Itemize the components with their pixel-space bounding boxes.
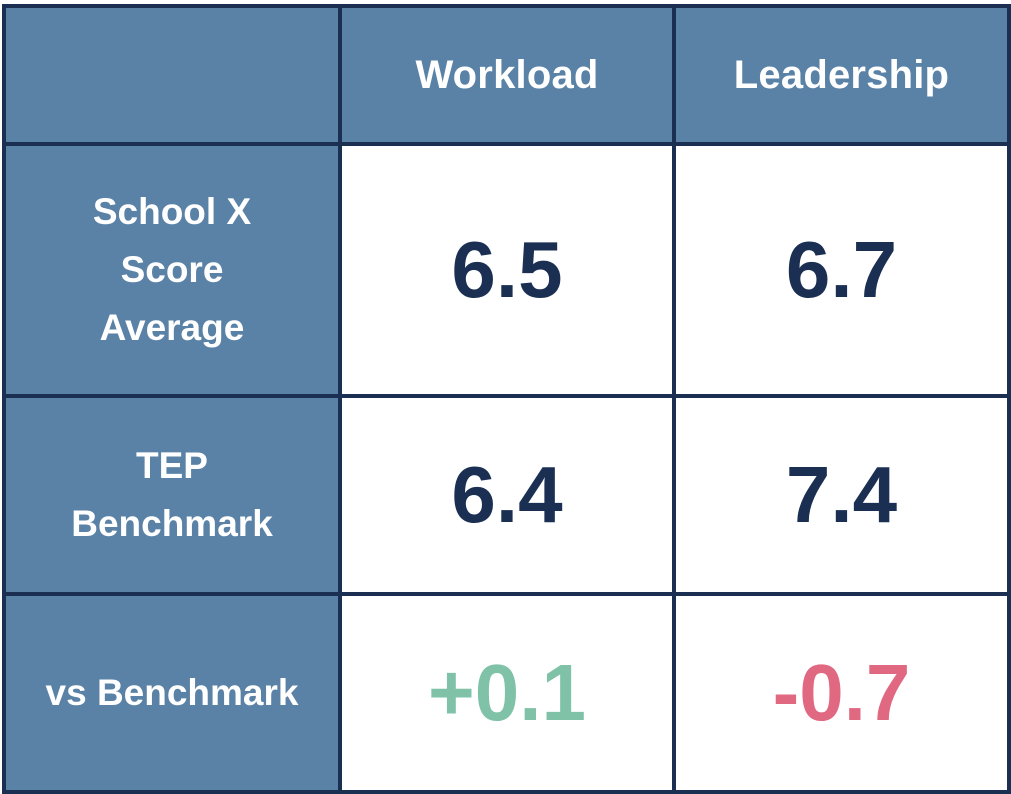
value-school-workload: 6.5 xyxy=(338,142,676,398)
row-header-line: TEP xyxy=(136,445,208,486)
row-header-line: Benchmark xyxy=(71,503,273,544)
row-header-line: vs Benchmark xyxy=(45,672,299,713)
value-school-leadership: 6.7 xyxy=(672,142,1011,398)
table-row-school-score: School X Score Average 6.5 6.7 xyxy=(2,142,1011,398)
row-header-line: School X xyxy=(92,191,252,232)
value-benchmark-workload: 6.4 xyxy=(338,394,676,596)
row-header-tep-benchmark: TEP Benchmark xyxy=(2,394,342,596)
corner-cell xyxy=(2,4,342,146)
column-header-leadership: Leadership xyxy=(672,4,1011,146)
row-header-vs-benchmark: vs Benchmark xyxy=(2,592,342,794)
header-row: Workload Leadership xyxy=(2,4,1011,146)
column-header-workload: Workload xyxy=(338,4,676,146)
difference-leadership: -0.7 xyxy=(672,592,1011,794)
table-row-tep-benchmark: TEP Benchmark 6.4 7.4 xyxy=(2,394,1011,596)
row-header-line: Average xyxy=(99,307,245,348)
table-row-vs-benchmark: vs Benchmark +0.1 -0.7 xyxy=(2,592,1011,794)
row-header-school-score: School X Score Average xyxy=(2,142,342,398)
row-header-line: Score xyxy=(120,249,224,290)
difference-workload: +0.1 xyxy=(338,592,676,794)
value-benchmark-leadership: 7.4 xyxy=(672,394,1011,596)
score-comparison-table: Workload Leadership School X Score Avera… xyxy=(2,4,1011,794)
